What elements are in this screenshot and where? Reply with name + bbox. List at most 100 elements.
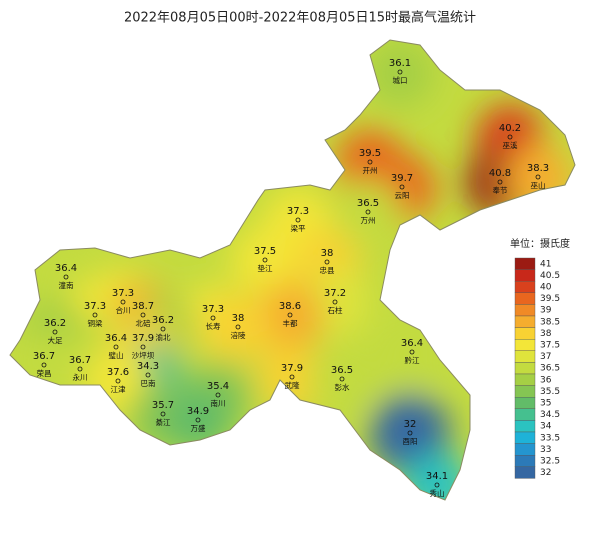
station-name: 巴南 — [141, 378, 156, 388]
station-marker — [339, 376, 345, 382]
station-name: 合川 — [116, 305, 131, 315]
station-value: 37.9 — [132, 333, 154, 344]
legend-swatch — [514, 362, 536, 375]
station-name: 城口 — [393, 76, 408, 85]
station-value: 36.2 — [152, 315, 174, 326]
legend-label: 36.5 — [540, 364, 560, 374]
station-marker — [160, 326, 166, 332]
legend-swatch — [514, 315, 536, 328]
station-marker — [535, 174, 541, 180]
station-value: 38.3 — [527, 163, 549, 174]
heat-blob — [403, 452, 471, 500]
station-name: 梁平 — [291, 224, 306, 233]
station-value: 40.2 — [499, 123, 521, 134]
legend-swatch — [514, 455, 536, 468]
legend-label: 39.5 — [540, 294, 560, 304]
station-name: 巫溪 — [503, 140, 518, 150]
station-name: 璧山 — [109, 350, 124, 360]
station-marker — [140, 312, 146, 318]
legend-label: 37 — [540, 352, 551, 362]
station-marker — [365, 209, 371, 215]
legend-swatch — [514, 269, 536, 282]
legend-swatch — [514, 385, 536, 398]
legend-swatch — [514, 292, 536, 305]
station-marker — [399, 184, 405, 190]
legend-label: 34 — [540, 422, 552, 432]
station-value: 37.3 — [84, 301, 106, 312]
legend-swatch — [514, 281, 536, 294]
station-name: 丰都 — [283, 318, 298, 328]
station-marker — [409, 349, 415, 355]
station-marker — [41, 362, 47, 368]
station-value: 38 — [232, 313, 245, 324]
boundary — [9, 39, 576, 501]
station-marker — [115, 378, 121, 384]
station-value: 35.4 — [207, 381, 229, 392]
station-value: 36.5 — [357, 198, 379, 209]
legend-label: 33.5 — [540, 433, 560, 443]
station-value: 37.2 — [324, 288, 346, 299]
station-marker — [295, 217, 301, 223]
station-marker — [287, 312, 293, 318]
station-name: 南川 — [211, 398, 226, 408]
station-name: 永川 — [73, 372, 88, 382]
station-value: 34.9 — [187, 406, 209, 417]
legend-label: 36 — [540, 375, 552, 385]
station-value: 37.3 — [202, 304, 224, 315]
station-value: 35.7 — [152, 400, 174, 411]
station-name: 垫江 — [258, 263, 273, 273]
legend-label: 35 — [540, 399, 551, 409]
station-name: 万盛 — [191, 423, 206, 433]
station-name: 忠县 — [320, 266, 335, 275]
station-value: 36.4 — [105, 333, 127, 344]
station-marker — [77, 366, 83, 372]
station-name: 巫山 — [531, 180, 546, 190]
station-marker — [367, 159, 373, 165]
station-marker — [145, 372, 151, 378]
station-name: 长寿 — [206, 321, 221, 331]
station-name: 云阳 — [395, 191, 410, 200]
station-value: 36.7 — [69, 355, 91, 366]
station-marker — [235, 324, 241, 330]
legend-label: 38 — [540, 329, 552, 339]
station-name: 涪陵 — [231, 330, 246, 340]
station-name: 大足 — [48, 335, 63, 345]
station-value: 36.4 — [401, 338, 423, 349]
legend-label: 41 — [540, 259, 551, 269]
station-marker — [397, 69, 403, 75]
station-name: 开州 — [363, 166, 378, 175]
station-name: 秀山 — [430, 488, 445, 498]
station-marker — [140, 344, 146, 350]
station-name: 潼南 — [59, 280, 74, 290]
legend-label: 37.5 — [540, 341, 560, 351]
station-name: 石柱 — [328, 305, 343, 315]
heat-blob — [256, 282, 324, 350]
station-value: 36.4 — [55, 263, 77, 274]
station-name: 黔江 — [405, 355, 420, 365]
heat-blob — [366, 40, 434, 107]
legend-label: 33 — [540, 445, 551, 455]
station-marker — [332, 299, 338, 305]
station-value: 32 — [404, 419, 417, 430]
legend-label: 38.5 — [540, 317, 560, 327]
legend-label: 40.5 — [540, 271, 560, 281]
station-value: 37.3 — [287, 206, 309, 217]
legend-swatch — [514, 466, 536, 479]
heat-blob — [504, 144, 572, 212]
station-value: 37.5 — [254, 246, 276, 257]
station-marker — [92, 312, 98, 318]
map-title: 2022年08月05日00时-2022年08月05日15时最高气温统计 — [124, 10, 476, 26]
station-marker — [160, 411, 166, 417]
station-value: 36.1 — [389, 58, 411, 69]
station-value: 38.6 — [279, 301, 301, 312]
station-name: 綦江 — [156, 417, 171, 427]
legend-swatch — [514, 350, 536, 363]
station-marker — [210, 315, 216, 321]
station-value: 34.3 — [137, 361, 159, 372]
station-name: 奉节 — [493, 185, 508, 195]
station-name: 荣昌 — [37, 368, 52, 378]
legend-swatch — [514, 327, 536, 340]
station-marker — [113, 344, 119, 350]
station-marker — [63, 274, 69, 280]
